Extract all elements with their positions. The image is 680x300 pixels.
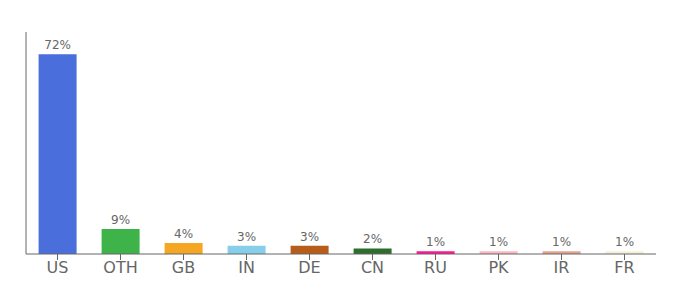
svg-text:GB: GB [172, 258, 195, 277]
svg-text:2%: 2% [363, 232, 382, 246]
svg-text:1%: 1% [615, 235, 634, 249]
svg-text:4%: 4% [174, 227, 193, 241]
svg-text:OTH: OTH [103, 258, 137, 277]
svg-text:CN: CN [361, 258, 384, 277]
svg-text:1%: 1% [426, 235, 445, 249]
svg-text:US: US [47, 258, 69, 277]
svg-text:1%: 1% [552, 235, 571, 249]
svg-text:3%: 3% [237, 230, 256, 244]
svg-text:3%: 3% [300, 230, 319, 244]
svg-text:1%: 1% [489, 235, 508, 249]
svg-text:72%: 72% [44, 38, 71, 52]
svg-text:9%: 9% [111, 213, 130, 227]
svg-text:FR: FR [614, 258, 634, 277]
svg-text:IR: IR [554, 258, 570, 277]
svg-text:DE: DE [298, 258, 320, 277]
svg-text:RU: RU [424, 258, 447, 277]
svg-text:IN: IN [238, 258, 255, 277]
svg-text:PK: PK [488, 258, 509, 277]
